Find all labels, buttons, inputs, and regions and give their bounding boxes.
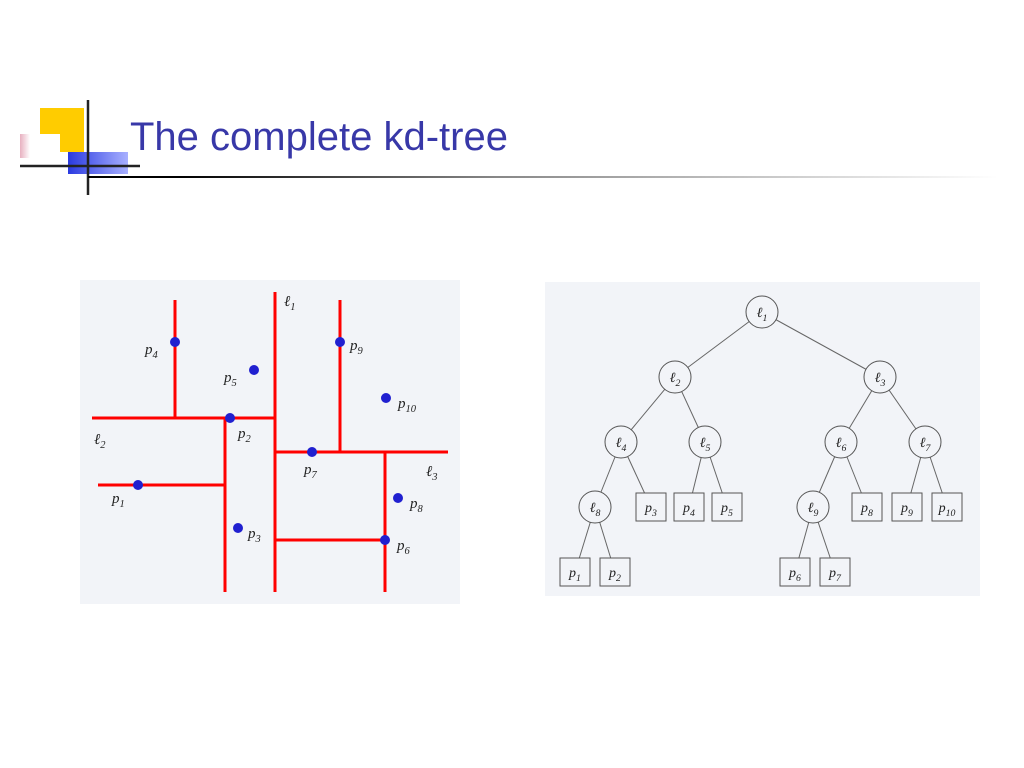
point-p7 [307,447,317,457]
point-p2 [225,413,235,423]
slide-decor [20,100,140,220]
point-p9 [335,337,345,347]
svg-text:p3: p3 [247,526,261,545]
point-p5 [249,365,259,375]
decor-blue-rect [68,152,128,174]
title-underline [88,176,998,178]
svg-text:p8: p8 [409,496,424,515]
svg-text:ℓ2: ℓ2 [94,432,106,451]
svg-text:p4: p4 [144,342,159,361]
point-p8 [393,493,403,503]
svg-text:p1: p1 [111,491,125,510]
point-p6 [380,535,390,545]
svg-text:p10: p10 [397,396,417,415]
svg-text:p9: p9 [349,338,364,357]
page-title: The complete kd-tree [130,115,508,160]
svg-text:p7: p7 [303,462,318,481]
point-p4 [170,337,180,347]
svg-text:p5: p5 [223,370,237,389]
kd-tree-diagram: ℓ1ℓ2ℓ3ℓ4ℓ5ℓ6ℓ7ℓ8ℓ9p3p4p5p8p9p10p1p2p6p7 [545,282,980,596]
svg-text:p2: p2 [237,426,252,445]
point-p3 [233,523,243,533]
point-p10 [381,393,391,403]
spatial-partition-diagram: p1 p2 p3 p4 p5 p6 p7 p8 p9 p10 ℓ1 ℓ2 ℓ3 [80,280,460,604]
svg-text:ℓ1: ℓ1 [284,294,296,313]
decor-pink-rect [20,134,60,158]
svg-text:p6: p6 [396,538,411,557]
svg-text:ℓ3: ℓ3 [426,464,438,483]
point-p1 [133,480,143,490]
tree-edge [762,312,880,377]
